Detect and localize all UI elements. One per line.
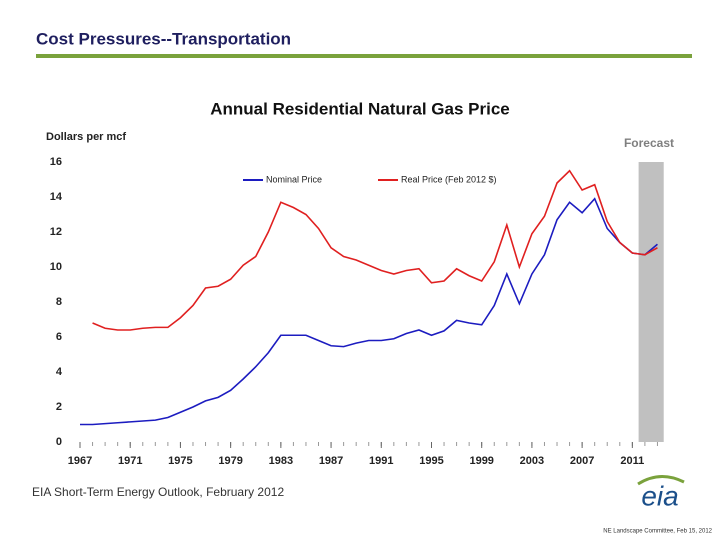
footer-note: NE Landscape Committee, Feb 15, 2012 [603,529,712,535]
y-tick-label: 8 [56,296,62,308]
series-line [92,169,658,331]
logo-swoosh [637,475,685,486]
chart-title: Annual Residential Natural Gas Price [210,99,509,118]
x-tick-label: 1987 [319,455,343,467]
y-tick-label: 10 [50,261,62,273]
y-tick-label: 12 [50,226,62,238]
x-tick-label: 1979 [218,455,242,467]
x-tick-label: 1999 [469,455,493,467]
x-tick-label: 1983 [269,455,293,467]
x-tick-label: 1991 [369,455,393,467]
legend-label: Real Price (Feb 2012 $) [401,174,497,184]
y-tick-label: 4 [56,366,63,378]
y-tick-label: 0 [56,436,62,448]
y-tick-label: 2 [56,401,62,413]
source-note: EIA Short-Term Energy Outlook, February … [32,485,284,499]
x-tick-label: 2007 [570,455,594,467]
x-tick-label: 1971 [118,455,142,467]
x-tick-label: 1975 [168,455,192,467]
slide-title: Cost Pressures--Transportation [36,29,291,48]
series-line [80,197,658,426]
x-tick-label: 2003 [520,455,544,467]
x-tick-label: 1967 [68,455,92,467]
logo: eia [641,480,678,511]
y-tick-label: 16 [50,156,62,168]
title-rule [36,54,692,58]
x-tick-label: 1995 [419,455,443,467]
forecast-label: Forecast [624,136,674,150]
x-tick-label: 2011 [620,455,644,467]
y-tick-label: 6 [56,331,62,343]
legend-label: Nominal Price [266,174,322,184]
forecast-band [638,162,664,442]
y-axis-label: Dollars per mcf [46,131,126,143]
y-tick-label: 14 [50,191,63,203]
